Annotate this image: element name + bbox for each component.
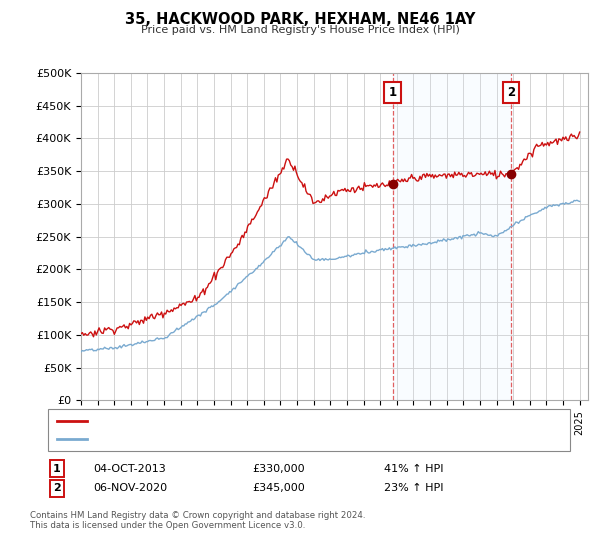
Text: Price paid vs. HM Land Registry's House Price Index (HPI): Price paid vs. HM Land Registry's House … — [140, 25, 460, 35]
Text: 1: 1 — [389, 86, 397, 99]
Text: £345,000: £345,000 — [252, 483, 305, 493]
Text: 35, HACKWOOD PARK, HEXHAM, NE46 1AY (detached house): 35, HACKWOOD PARK, HEXHAM, NE46 1AY (det… — [93, 416, 409, 426]
Text: 41% ↑ HPI: 41% ↑ HPI — [384, 464, 443, 474]
Text: 2: 2 — [506, 86, 515, 99]
Text: 1: 1 — [53, 464, 61, 474]
Text: Contains HM Land Registry data © Crown copyright and database right 2024.
This d: Contains HM Land Registry data © Crown c… — [30, 511, 365, 530]
Text: HPI: Average price, detached house, Northumberland: HPI: Average price, detached house, Nort… — [93, 434, 372, 444]
Text: 2: 2 — [53, 483, 61, 493]
Text: 04-OCT-2013: 04-OCT-2013 — [93, 464, 166, 474]
Text: £330,000: £330,000 — [252, 464, 305, 474]
Text: 06-NOV-2020: 06-NOV-2020 — [93, 483, 167, 493]
Text: 23% ↑ HPI: 23% ↑ HPI — [384, 483, 443, 493]
Bar — [392, 73, 511, 400]
Text: 35, HACKWOOD PARK, HEXHAM, NE46 1AY: 35, HACKWOOD PARK, HEXHAM, NE46 1AY — [125, 12, 475, 27]
